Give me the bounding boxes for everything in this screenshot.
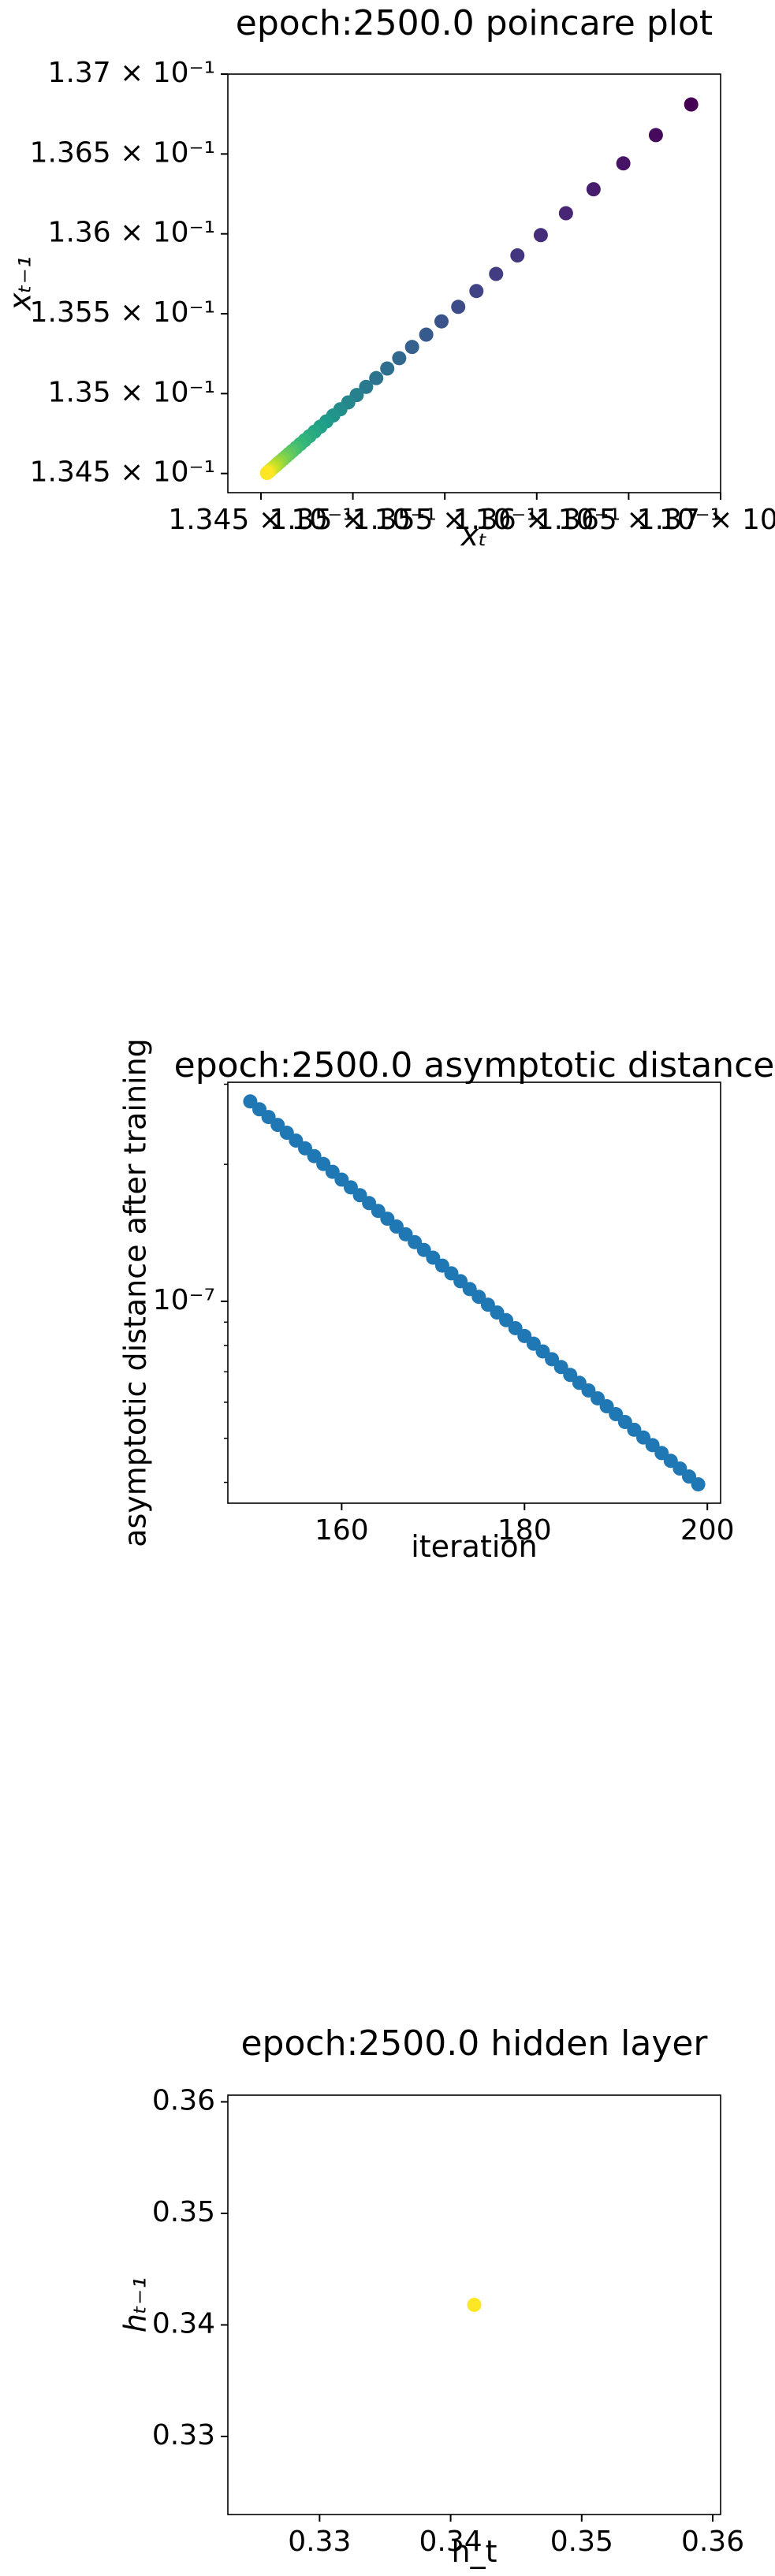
y-tick-label: 1.35 × 10⁻¹: [48, 376, 215, 408]
y-tick-label: 1.365 × 10⁻¹: [30, 136, 215, 169]
y-axis-label: hₜ₋₁: [118, 2277, 153, 2333]
point: [434, 314, 449, 329]
x-tick-label: 1.37 × 10⁻¹: [637, 504, 775, 536]
x-tick-label: 160: [315, 1514, 369, 1547]
y-tick-label: 0.33: [152, 2419, 215, 2451]
point: [359, 379, 374, 394]
x-tick-label: 1.36 × 10⁻¹: [453, 504, 620, 536]
y-tick-label: 0.34: [152, 2307, 215, 2340]
axes-frame: [227, 2094, 721, 2515]
point: [645, 1438, 660, 1453]
chart-title: epoch:2500.0 hidden layer: [240, 2023, 708, 2064]
x-axis-label: h_t: [452, 2534, 497, 2569]
x-tick-label: 0.35: [550, 2526, 613, 2558]
x-tick-label: 0.36: [681, 2526, 744, 2558]
point: [404, 340, 419, 355]
point: [426, 1250, 441, 1265]
axes-frame: [227, 1081, 721, 1504]
point: [691, 1477, 706, 1492]
y-tick-label: 0.35: [152, 2196, 215, 2228]
point: [558, 206, 573, 221]
y-tick-label: 1.345 × 10⁻¹: [30, 456, 215, 489]
chart-title: epoch:2500.0 asymptotic distance: [174, 1045, 775, 1085]
point: [499, 1312, 514, 1327]
x-tick-label: 1.35 × 10⁻¹: [269, 504, 436, 536]
x-axis-label: xₜ: [460, 518, 488, 553]
point: [648, 128, 663, 143]
axes-frame: [227, 73, 721, 493]
point: [392, 351, 407, 366]
x-tick-label: 0.34: [419, 2526, 483, 2558]
y-tick-label: 10⁻⁷: [153, 1284, 215, 1316]
x-tick-label: 0.33: [288, 2526, 351, 2558]
x-tick-label: 200: [680, 1514, 735, 1547]
point: [510, 248, 525, 263]
point: [616, 156, 631, 171]
x-tick-label: 180: [497, 1514, 552, 1547]
point: [684, 97, 699, 112]
point: [489, 266, 504, 281]
point: [673, 1461, 687, 1476]
point: [467, 2298, 482, 2312]
point: [380, 361, 395, 376]
x-tick-label: 1.365 × 10⁻¹: [536, 504, 721, 536]
y-tick-label: 1.355 × 10⁻¹: [30, 296, 215, 329]
point: [586, 182, 601, 197]
y-axis-label: asymptotic distance after training: [118, 1038, 153, 1547]
y-tick-label: 0.36: [152, 2084, 215, 2116]
chart-title: epoch:2500.0 poincare plot: [236, 3, 713, 43]
x-tick-label: 1.355 × 10⁻¹: [352, 504, 538, 536]
x-axis-label: iteration: [411, 1529, 538, 1564]
point: [581, 1383, 596, 1398]
point: [533, 228, 548, 243]
y-tick-label: 1.37 × 10⁻¹: [48, 57, 215, 89]
point: [259, 466, 274, 481]
point: [419, 327, 434, 342]
point: [469, 284, 484, 299]
x-tick-label: 1.345 × 10⁻¹: [168, 504, 353, 536]
y-axis-label: xₜ₋₁: [3, 256, 38, 311]
point: [369, 370, 384, 385]
y-tick-label: 1.36 × 10⁻¹: [48, 217, 215, 249]
point: [451, 300, 466, 315]
